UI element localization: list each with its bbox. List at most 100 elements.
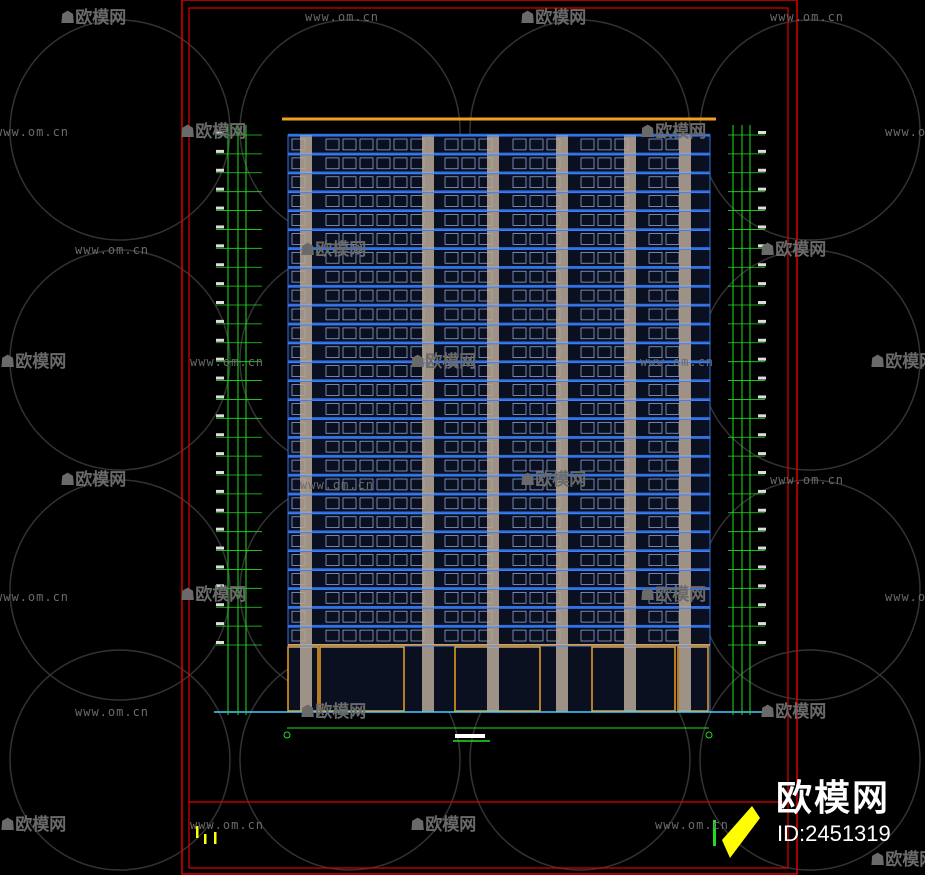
window bbox=[444, 233, 459, 245]
window bbox=[597, 629, 612, 642]
window bbox=[444, 251, 459, 264]
window bbox=[393, 629, 408, 642]
window bbox=[359, 403, 374, 415]
window bbox=[342, 176, 357, 189]
window bbox=[529, 365, 544, 377]
window bbox=[393, 157, 408, 170]
level-label bbox=[216, 584, 224, 588]
window bbox=[580, 289, 595, 302]
level-label bbox=[216, 471, 224, 474]
level-label bbox=[758, 527, 766, 531]
level-label bbox=[216, 622, 224, 626]
window bbox=[342, 157, 357, 170]
window bbox=[597, 346, 612, 359]
window bbox=[342, 554, 357, 566]
window bbox=[342, 327, 357, 340]
window bbox=[393, 403, 408, 415]
window bbox=[376, 478, 391, 491]
window bbox=[325, 195, 340, 207]
level-label bbox=[216, 319, 224, 323]
window bbox=[648, 157, 663, 170]
level-label bbox=[216, 508, 224, 512]
window bbox=[444, 384, 459, 396]
window bbox=[580, 365, 595, 377]
pier-column bbox=[624, 135, 636, 712]
window bbox=[325, 629, 340, 642]
window bbox=[580, 157, 595, 170]
window bbox=[325, 384, 340, 396]
level-label bbox=[216, 395, 224, 399]
window bbox=[376, 516, 391, 529]
window bbox=[529, 554, 544, 566]
window bbox=[512, 233, 527, 245]
window bbox=[512, 176, 527, 189]
pier-column bbox=[487, 135, 499, 712]
window bbox=[529, 440, 544, 453]
level-label bbox=[758, 149, 766, 153]
level-label bbox=[758, 565, 766, 569]
window bbox=[376, 346, 391, 359]
window bbox=[359, 554, 374, 566]
window bbox=[597, 478, 612, 491]
pier-column bbox=[556, 135, 568, 712]
drawing-title-text bbox=[455, 734, 485, 738]
window bbox=[376, 289, 391, 302]
pier-column bbox=[422, 135, 434, 712]
inner-frame bbox=[188, 7, 789, 869]
outer-frame bbox=[181, 0, 798, 875]
window bbox=[648, 629, 663, 642]
window bbox=[393, 214, 408, 226]
level-label bbox=[758, 263, 766, 267]
window bbox=[342, 251, 357, 264]
window bbox=[512, 497, 527, 510]
window bbox=[444, 440, 459, 453]
window bbox=[359, 591, 374, 604]
window bbox=[376, 629, 391, 642]
watermark-logo: ☗欧模网 bbox=[180, 122, 247, 142]
window bbox=[342, 535, 357, 547]
window bbox=[376, 384, 391, 396]
window bbox=[359, 157, 374, 170]
window bbox=[325, 573, 340, 585]
window bbox=[359, 516, 374, 529]
window bbox=[512, 365, 527, 377]
window bbox=[529, 214, 544, 226]
watermark-url: www.om.cn bbox=[300, 478, 375, 492]
brand-logo-text: 欧模网 bbox=[776, 778, 891, 819]
window bbox=[512, 610, 527, 623]
window bbox=[529, 233, 544, 245]
window bbox=[512, 214, 527, 226]
title-mark bbox=[196, 826, 199, 838]
window bbox=[597, 497, 612, 510]
level-label bbox=[758, 131, 766, 134]
window bbox=[342, 346, 357, 359]
window bbox=[512, 157, 527, 170]
window bbox=[461, 308, 476, 321]
approval-stamp bbox=[722, 806, 760, 858]
window bbox=[393, 308, 408, 321]
window bbox=[512, 289, 527, 302]
watermark-logo: ☗欧模网 bbox=[0, 815, 67, 835]
ground-floor-frame bbox=[319, 646, 405, 712]
window bbox=[529, 195, 544, 207]
window bbox=[376, 138, 391, 151]
watermark-url: www.om.cn bbox=[770, 10, 845, 24]
window bbox=[359, 459, 374, 472]
level-label bbox=[216, 244, 224, 248]
window bbox=[342, 591, 357, 604]
window bbox=[444, 573, 459, 585]
window bbox=[325, 157, 340, 170]
window bbox=[648, 440, 663, 453]
watermark-url: www.om.cn bbox=[770, 473, 845, 487]
watermark-url: www.om.cn bbox=[0, 590, 70, 604]
window bbox=[648, 195, 663, 207]
window bbox=[393, 497, 408, 510]
window bbox=[393, 270, 408, 283]
window bbox=[512, 516, 527, 529]
window bbox=[597, 270, 612, 283]
window bbox=[359, 440, 374, 453]
window bbox=[444, 403, 459, 415]
window bbox=[376, 195, 391, 207]
window bbox=[393, 516, 408, 529]
window bbox=[648, 384, 663, 396]
